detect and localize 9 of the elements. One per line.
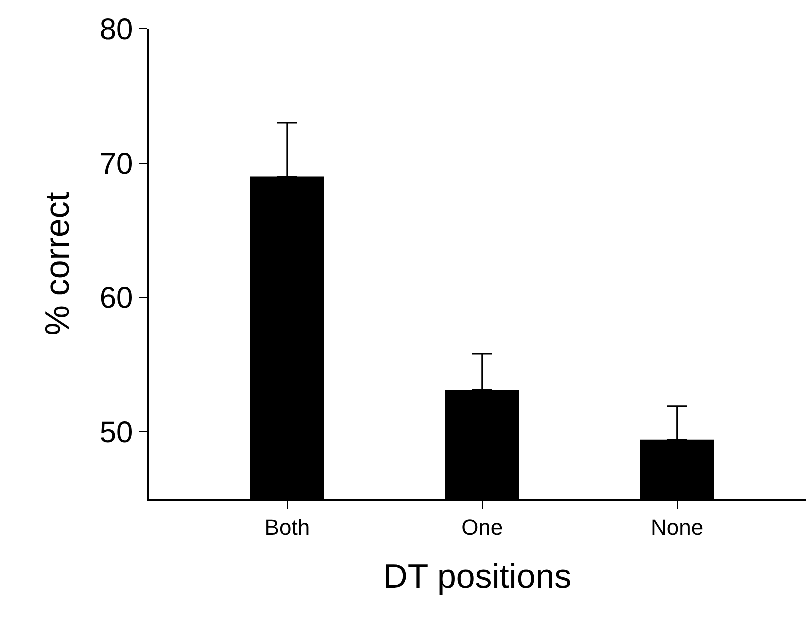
x-tick-label: Both xyxy=(264,515,310,540)
x-tick-label: One xyxy=(462,515,504,540)
y-tick-label: 80 xyxy=(100,14,134,46)
y-axis-title: % correct xyxy=(38,192,77,336)
x-tick-label: None xyxy=(651,515,704,540)
y-tick-label: 70 xyxy=(100,148,134,181)
x-axis-title: DT positions xyxy=(383,558,572,596)
y-tick-label: 50 xyxy=(100,416,134,450)
y-tick-label: 60 xyxy=(100,282,134,316)
